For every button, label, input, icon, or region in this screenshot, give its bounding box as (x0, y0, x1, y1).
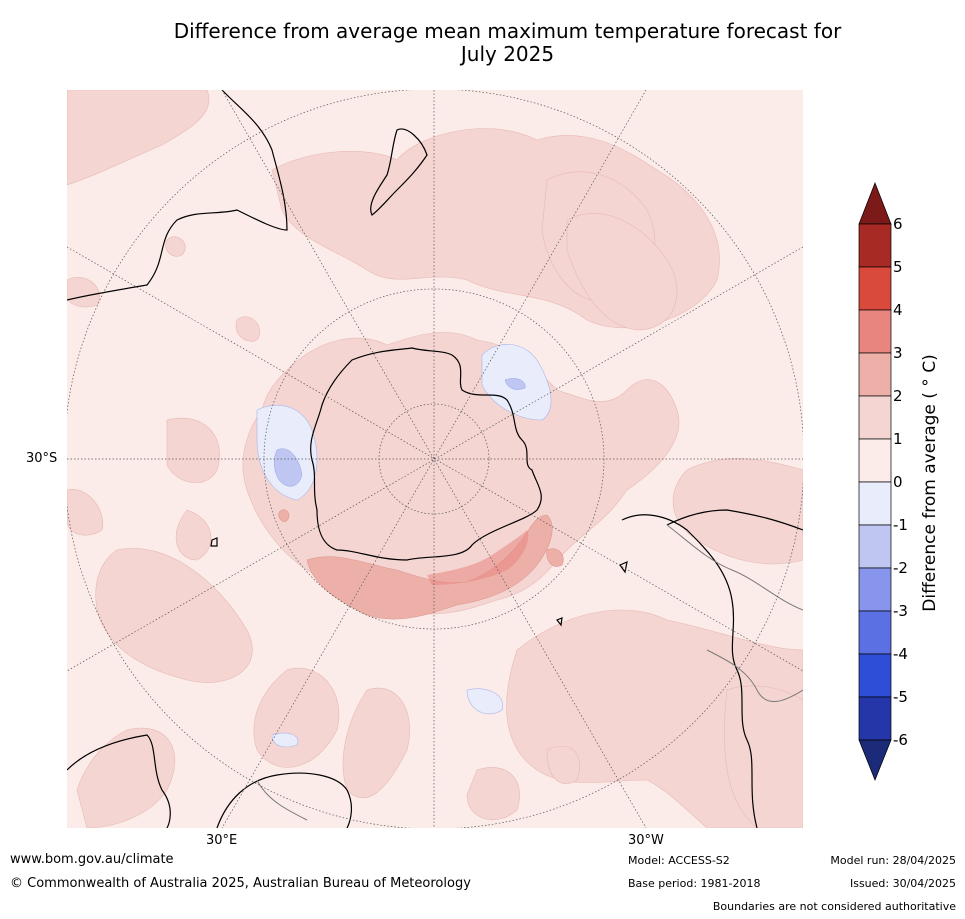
colorbar-tick: -2 (893, 559, 908, 577)
base-period-text: Base period: 1981-2018 (628, 877, 761, 890)
colorbar-extend-max (858, 182, 892, 225)
colorbar-tick: -3 (893, 602, 908, 620)
coastlines (67, 90, 803, 828)
colorbar-tick: 0 (893, 473, 903, 491)
colorbar-tick: 3 (893, 344, 903, 362)
polar-map-svg (67, 90, 803, 828)
colorbar-tick: -4 (893, 645, 908, 663)
model-text: Model: ACCESS-S2 (628, 854, 730, 867)
colorbar-tick: 5 (893, 258, 903, 276)
country-boundaries (256, 524, 803, 821)
colorbar-tick: 1 (893, 430, 903, 448)
website-link[interactable]: www.bom.gov.au/climate (10, 852, 174, 867)
colorbar-tick: 2 (893, 387, 903, 405)
colorbar-title: Difference from average ( ° C) (920, 354, 940, 612)
colorbar-tick: -1 (893, 516, 908, 534)
latitude-label-30s: 30°S (26, 451, 58, 466)
longitude-label-30w: 30°W (628, 833, 664, 848)
colorbar-tick: 6 (893, 215, 903, 233)
model-run-text: Model run: 28/04/2025 (830, 854, 956, 867)
anomaly-3-4-core (427, 530, 529, 585)
colorbar (855, 180, 895, 790)
anomaly-1-2-regions (67, 90, 803, 828)
graticule (67, 90, 803, 828)
map-title: Difference from average mean maximum tem… (0, 20, 965, 66)
colorbar-tick: -5 (893, 688, 908, 706)
colorbar-svg (858, 182, 892, 781)
title-line-2: July 2025 (460, 42, 555, 66)
anomaly-minus2-minus1-regions (274, 378, 526, 487)
boundaries-note: Boundaries are not considered authoritat… (712, 900, 956, 913)
temperature-anomaly-map[interactable] (67, 90, 803, 828)
title-line-1: Difference from average mean maximum tem… (173, 19, 842, 43)
colorbar-bins (858, 223, 892, 741)
longitude-label-30e: 30°E (206, 833, 238, 848)
anomaly-2-3-regions (278, 509, 564, 620)
copyright-text: © Commonwealth of Australia 2025, Austra… (10, 876, 471, 891)
colorbar-tick: -6 (893, 731, 908, 749)
colorbar-tick: 4 (893, 301, 903, 319)
issued-text: Issued: 30/04/2025 (849, 877, 956, 890)
colorbar-extend-min (858, 739, 892, 781)
